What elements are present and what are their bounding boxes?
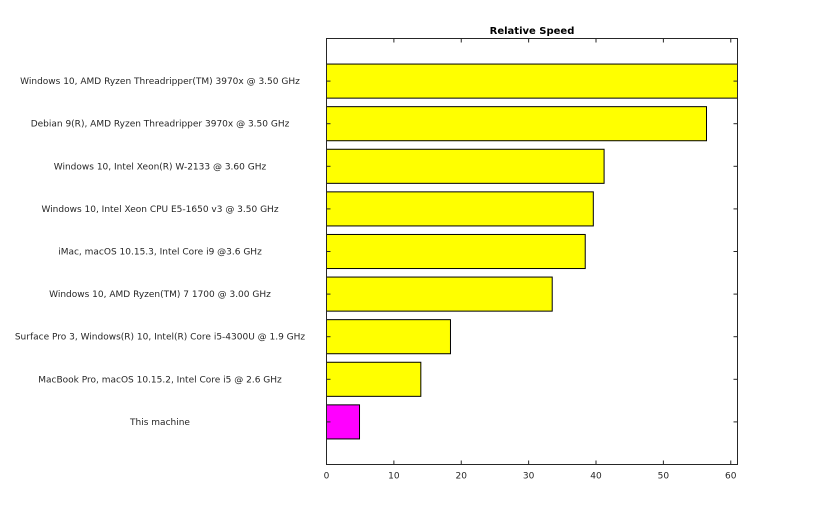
x-tick-label: 0 [324, 472, 330, 482]
x-tick-label: 30 [523, 472, 535, 482]
category-label: Windows 10, AMD Ryzen Threadripper(TM) 3… [20, 77, 300, 87]
category-label: MacBook Pro, macOS 10.15.2, Intel Core i… [38, 375, 282, 385]
bar [326, 106, 708, 142]
bar [326, 319, 451, 355]
category-label: iMac, macOS 10.15.3, Intel Core i9 @3.6 … [58, 248, 262, 258]
bar [326, 276, 553, 312]
category-label: Windows 10, AMD Ryzen(TM) 7 1700 @ 3.00 … [49, 290, 271, 300]
x-tick-label: 50 [658, 472, 670, 482]
bar [326, 191, 594, 227]
category-label: Surface Pro 3, Windows(R) 10, Intel(R) C… [15, 333, 306, 343]
bar [326, 148, 605, 184]
bar [326, 63, 738, 99]
x-tick-label: 60 [725, 472, 737, 482]
category-label: Windows 10, Intel Xeon(R) W-2133 @ 3.60 … [54, 162, 267, 172]
category-label: This machine [129, 418, 190, 428]
x-tick-label: 20 [456, 472, 468, 482]
category-label: Debian 9(R), AMD Ryzen Threadripper 3970… [31, 120, 290, 130]
chart-title: Relative Speed [490, 26, 575, 37]
bar [326, 361, 422, 397]
bar [326, 233, 586, 270]
x-tick-label: 40 [590, 472, 602, 482]
x-tick-label: 10 [388, 472, 400, 482]
category-label: Windows 10, Intel Xeon CPU E5-1650 v3 @ … [41, 205, 278, 215]
bar [326, 404, 361, 440]
